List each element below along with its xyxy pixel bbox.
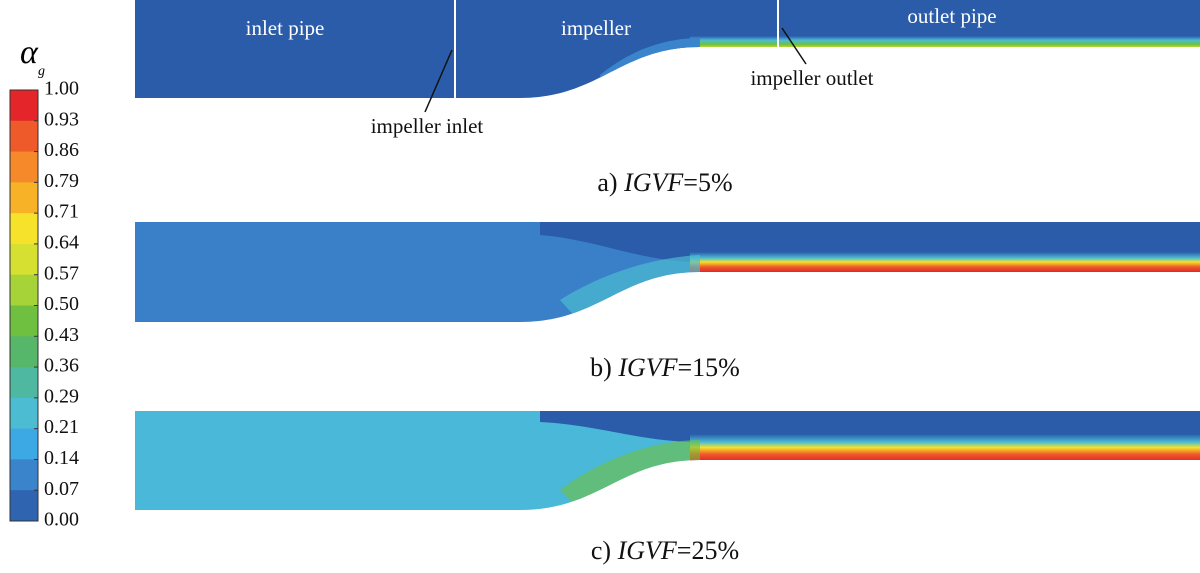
- colorbar-subscript: g: [38, 64, 45, 79]
- panel-caption: a) IGVF=5%: [597, 168, 732, 197]
- color-segment: [10, 305, 38, 337]
- color-segment: [10, 243, 38, 276]
- zone-label: outlet pipe: [907, 4, 996, 28]
- tick-label: 0.00: [44, 509, 79, 531]
- color-segment: [10, 151, 38, 183]
- panel-caption: c) IGVF=25%: [591, 536, 739, 565]
- tick-label: 0.14: [44, 447, 79, 469]
- leader-line: [424, 49, 453, 113]
- color-segment: [10, 120, 38, 153]
- tick-label: 0.50: [44, 293, 79, 315]
- tick-label: 0.57: [44, 262, 79, 284]
- contour-c: [135, 411, 1200, 510]
- tick-label: 0.93: [44, 108, 79, 130]
- tick-label: 0.64: [44, 232, 79, 254]
- caption-prefix: a): [597, 168, 617, 197]
- tick-label: 0.43: [44, 324, 79, 346]
- tick-label: 0.36: [44, 355, 79, 377]
- color-segment: [10, 428, 38, 460]
- tick-label: 1.00: [44, 78, 79, 100]
- annotation: impeller outlet: [750, 66, 873, 90]
- tick-label: 0.29: [44, 385, 79, 407]
- zone-label: inlet pipe: [246, 16, 325, 40]
- color-segment: [10, 274, 38, 306]
- caption-value: =15%: [678, 353, 740, 382]
- annotation: impeller inlet: [371, 114, 484, 138]
- tick-label: 0.21: [44, 416, 79, 438]
- color-segment: [10, 182, 38, 214]
- color-bar: 1.00 0.93 0.86 0.79 0.71 0.64 0.57 0.50 0.43 0.36…: [9, 78, 79, 531]
- colorbar-symbol: α: [20, 34, 39, 71]
- color-segment: [10, 367, 38, 399]
- caption-variable: IGVF: [623, 168, 684, 197]
- panel-caption: b) IGVF=15%: [590, 353, 740, 382]
- color-segment: [10, 459, 38, 491]
- tick-label: 0.71: [44, 201, 79, 223]
- color-segment: [10, 213, 38, 245]
- caption-prefix: b): [590, 353, 612, 382]
- tick-label: 0.86: [44, 139, 79, 161]
- color-segment: [10, 336, 38, 368]
- caption-prefix: c): [591, 536, 611, 565]
- tick-label: 0.07: [44, 478, 79, 500]
- contour-b: [135, 222, 1200, 322]
- caption-variable: IGVF: [617, 353, 678, 382]
- caption-variable: IGVF: [617, 536, 678, 565]
- color-segment: [10, 90, 38, 122]
- tick-label: 0.79: [44, 170, 79, 192]
- zone-label: impeller: [561, 16, 631, 40]
- leader-line: [781, 27, 807, 65]
- caption-value: =5%: [683, 168, 732, 197]
- caption-value: =25%: [677, 536, 739, 565]
- color-segment: [10, 490, 38, 522]
- color-segment: [10, 397, 38, 430]
